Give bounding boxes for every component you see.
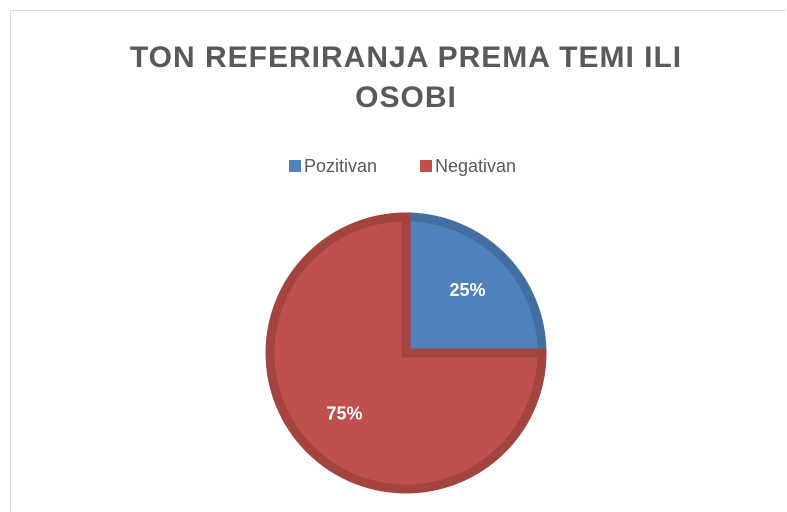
chart-frame	[10, 10, 786, 511]
legend-swatch	[289, 160, 301, 172]
data-label: 75%	[326, 403, 362, 423]
chart-title: TON REFERIRANJA PREMA TEMI ILI OSOBI	[129, 41, 683, 114]
pie-slice	[401, 212, 547, 358]
pie-slice	[265, 212, 547, 494]
legend-label: Pozitivan	[304, 156, 377, 176]
legend-label: Negativan	[435, 156, 516, 176]
legend-swatch	[420, 160, 432, 172]
data-label: 25%	[450, 280, 486, 300]
